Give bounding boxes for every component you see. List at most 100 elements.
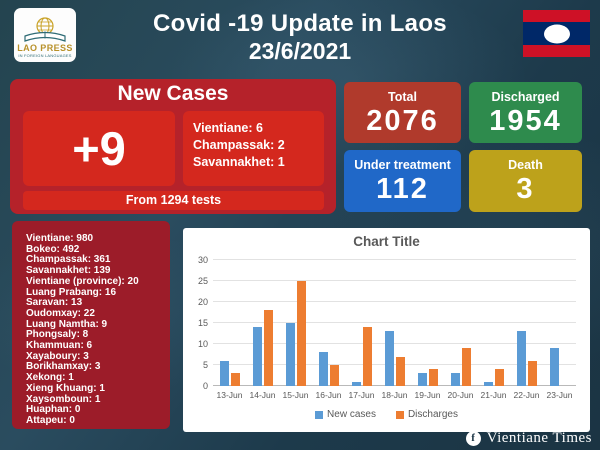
province-item: Phongsaly: 8 bbox=[26, 329, 89, 341]
stat-label: Under treatment bbox=[354, 158, 451, 172]
new-cases-breakdown: Vientiane: 6 Champassak: 2 Savannakhet: 1 bbox=[183, 111, 324, 186]
bar-discharges bbox=[263, 310, 273, 386]
credit-text: Vientiane Times bbox=[486, 430, 592, 446]
bar-group bbox=[510, 260, 543, 386]
province-item: Luang Prabang: 16 bbox=[26, 286, 117, 298]
x-axis-tick-label: 20-Jun bbox=[447, 390, 474, 400]
new-cases-title: New Cases bbox=[117, 82, 229, 105]
bar-groups bbox=[213, 260, 576, 386]
bar-discharges bbox=[362, 327, 372, 386]
x-axis-tick-label: 19-Jun bbox=[414, 390, 441, 400]
province-item: Oudomxay: 22 bbox=[26, 307, 95, 319]
x-axis-tick-label: 13-Jun bbox=[216, 390, 243, 400]
province-item: Savannakhet: 139 bbox=[26, 265, 111, 277]
x-axis-tick-label: 23-Jun bbox=[546, 390, 573, 400]
legend-item: New cases bbox=[315, 409, 376, 420]
province-item: Attapeu: 0 bbox=[26, 414, 75, 426]
gridline bbox=[213, 301, 576, 302]
gridline bbox=[213, 364, 576, 365]
flag-stripe-red-bottom bbox=[523, 45, 590, 57]
province-item: Xayaboury: 3 bbox=[26, 350, 89, 362]
x-axis-tick-label: 22-Jun bbox=[513, 390, 540, 400]
bar-discharges bbox=[461, 348, 471, 386]
x-axis-tick-label: 17-Jun bbox=[348, 390, 375, 400]
province-item: Khammuan: 6 bbox=[26, 340, 93, 352]
stat-box-death: Death 3 bbox=[469, 150, 582, 212]
new-cases-panel: New Cases +9 Vientiane: 6 Champassak: 2 Sa… bbox=[10, 79, 336, 214]
lao-press-logo: LAO PRESS IN FOREIGN LANGUAGES bbox=[14, 8, 76, 62]
gridline bbox=[213, 280, 576, 281]
bar-discharges bbox=[296, 281, 306, 386]
x-axis-tick-label: 16-Jun bbox=[315, 390, 342, 400]
bar-new-cases bbox=[351, 381, 361, 386]
bar-discharges bbox=[494, 369, 504, 386]
stat-box-under-treatment: Under treatment 112 bbox=[344, 150, 461, 212]
province-item: Xekong: 1 bbox=[26, 372, 74, 384]
bar-group bbox=[246, 260, 279, 386]
bar-group bbox=[411, 260, 444, 386]
stat-box-total: Total 2076 bbox=[344, 82, 461, 143]
y-axis-tick-label: 30 bbox=[197, 255, 208, 265]
province-item: Vientiane (province): 20 bbox=[26, 275, 139, 287]
tests-note: From 1294 tests bbox=[23, 191, 324, 210]
bar-group bbox=[444, 260, 477, 386]
facebook-icon: f bbox=[465, 431, 481, 446]
chart-plot: 0 5 10 15 20 25 30 bbox=[198, 255, 576, 391]
province-item: Vientiane: 980 bbox=[26, 233, 94, 244]
footer-credit: f Vientiane Times bbox=[465, 430, 592, 447]
flag-stripe-blue bbox=[523, 21, 590, 46]
y-axis-tick-label: 20 bbox=[197, 297, 208, 307]
breakdown-item: Vientiane: 6 bbox=[193, 121, 263, 135]
chart-x-axis-labels: 13-Jun 14-Jun 15-Jun 16-Jun 17-Jun 18-Jun 19-J… bbox=[213, 390, 576, 400]
province-item: Borikhamxay: 3 bbox=[26, 361, 101, 373]
bar-group bbox=[312, 260, 345, 386]
stat-value: 1954 bbox=[489, 104, 562, 137]
bar-new-cases bbox=[417, 373, 427, 386]
bar-discharges bbox=[527, 360, 537, 386]
x-axis-tick-label: 21-Jun bbox=[480, 390, 507, 400]
bar-discharges bbox=[230, 373, 240, 386]
legend-swatch bbox=[315, 410, 324, 419]
page-title-date: 23/6/2021 bbox=[248, 38, 352, 64]
x-axis-tick-label: 14-Jun bbox=[249, 390, 276, 400]
bar-new-cases bbox=[516, 331, 526, 386]
bar-discharges bbox=[395, 356, 405, 386]
bar-new-cases bbox=[318, 352, 328, 386]
bar-new-cases bbox=[219, 360, 229, 386]
bar-new-cases bbox=[252, 327, 262, 386]
y-axis-tick-label: 0 bbox=[202, 381, 208, 391]
bar-group bbox=[477, 260, 510, 386]
gridline bbox=[213, 343, 576, 344]
breakdown-item: Savannakhet: 1 bbox=[193, 155, 285, 169]
legend-swatch bbox=[395, 410, 404, 419]
y-axis-tick-label: 10 bbox=[197, 339, 208, 349]
page-title: Covid -19 Update in Laos 23/6/2021 bbox=[90, 10, 510, 64]
bar-group bbox=[378, 260, 411, 386]
bar-group bbox=[279, 260, 312, 386]
logo-tagline: IN FOREIGN LANGUAGES bbox=[18, 53, 72, 58]
bar-group bbox=[345, 260, 378, 386]
flag-white-circle bbox=[543, 24, 570, 43]
province-item: Saravan: 13 bbox=[26, 297, 83, 309]
legend-label: Discharges bbox=[407, 409, 458, 420]
bar-new-cases bbox=[384, 331, 394, 386]
bar-new-cases bbox=[549, 348, 559, 386]
bar-new-cases bbox=[450, 373, 460, 386]
province-item: Luang Namtha: 9 bbox=[26, 318, 108, 330]
bar-new-cases bbox=[483, 381, 493, 386]
bar-discharges bbox=[329, 365, 339, 386]
chart-title: Chart Title bbox=[353, 234, 420, 249]
bar-new-cases bbox=[285, 323, 295, 386]
stat-value: 3 bbox=[516, 173, 535, 205]
logo-name: LAO PRESS bbox=[17, 43, 73, 53]
x-axis-tick-label: 15-Jun bbox=[282, 390, 309, 400]
y-axis-tick-label: 15 bbox=[197, 318, 208, 328]
stat-label: Total bbox=[388, 89, 417, 104]
new-cases-count: +9 bbox=[23, 111, 175, 186]
lao-press-globe-book-icon bbox=[24, 17, 66, 42]
province-list: Vientiane: 980 Bokeo: 492 Champassak: 361 S… bbox=[12, 221, 170, 429]
stat-box-discharged: Discharged 1954 bbox=[469, 82, 582, 143]
y-axis-tick-label: 5 bbox=[202, 360, 208, 370]
province-item: Huaphan: 0 bbox=[26, 404, 81, 416]
